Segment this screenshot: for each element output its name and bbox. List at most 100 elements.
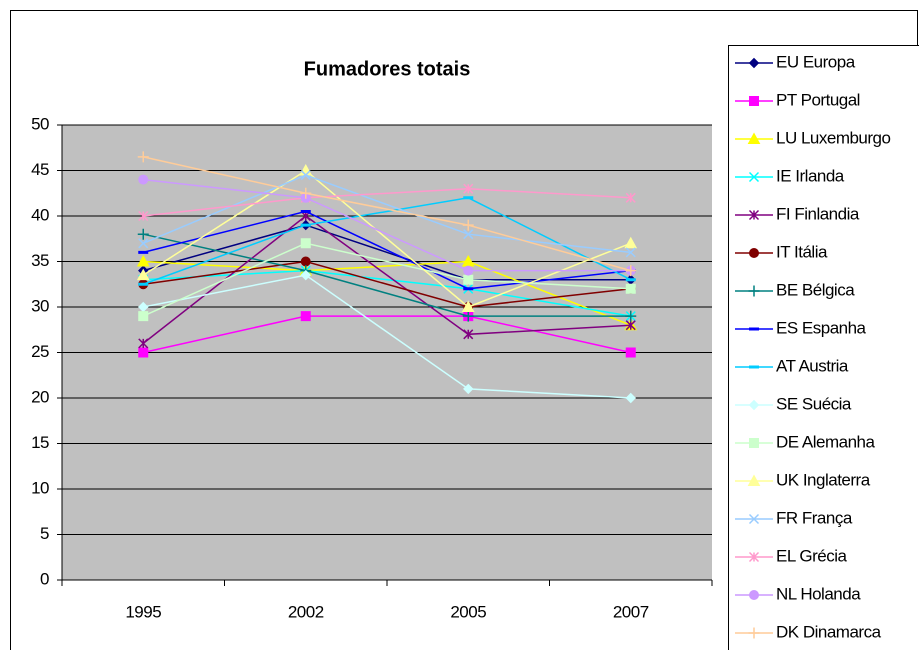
legend-marker [748, 513, 760, 525]
legend-marker [748, 209, 760, 221]
series-line [143, 156, 631, 272]
data-point [138, 174, 149, 185]
series-line [143, 274, 631, 399]
legend-label: DK Dinamarca [776, 622, 882, 641]
data-point [625, 265, 637, 277]
legend-marker [749, 365, 759, 369]
data-point [463, 287, 474, 291]
series-line [143, 210, 631, 290]
legend-label: NL Holanda [776, 584, 861, 603]
legend-marker [748, 551, 760, 563]
y-tick-label: 25 [31, 342, 49, 361]
data-point [463, 329, 474, 340]
series-line [143, 187, 631, 217]
series-line [142, 174, 631, 254]
legend-marker [748, 285, 760, 297]
legend-label: BE Bélgica [776, 280, 855, 299]
data-point [300, 269, 311, 281]
series-line [143, 178, 631, 272]
data-point [300, 256, 311, 267]
data-point [137, 228, 149, 240]
legend-label: DE Alemanha [776, 432, 875, 451]
legend-marker [748, 590, 760, 600]
data-point [625, 283, 636, 294]
data-point [462, 310, 474, 322]
y-tick-label: 35 [31, 251, 49, 270]
data-point [625, 392, 636, 404]
data-point [300, 187, 312, 199]
data-point [300, 223, 311, 227]
y-tick-label: 30 [31, 296, 49, 315]
legend-label: EL Grécia [776, 546, 848, 565]
data-point [300, 238, 311, 249]
legend-marker [749, 96, 759, 106]
y-tick-label: 0 [40, 569, 49, 588]
data-point [461, 300, 475, 312]
data-point [625, 310, 637, 322]
x-tick-label: 2007 [613, 602, 649, 621]
legend-marker [748, 57, 760, 69]
legend-label: ES Espanha [776, 318, 867, 337]
legend-label: EU Europa [776, 52, 856, 71]
legend-label: FI Finlandia [776, 204, 860, 223]
legend-label: SE Suécia [776, 394, 852, 413]
legend-marker [749, 438, 759, 448]
data-point [137, 151, 149, 163]
data-point [625, 192, 636, 203]
data-point [625, 278, 636, 282]
y-tick-label: 5 [40, 524, 49, 543]
y-tick-label: 45 [31, 160, 49, 179]
data-point [300, 311, 311, 322]
data-point [138, 238, 149, 249]
data-point [138, 347, 149, 358]
data-point [463, 265, 474, 276]
y-tick-label: 40 [31, 205, 49, 224]
y-tick-label: 20 [31, 387, 49, 406]
legend-label: AT Austria [776, 356, 849, 375]
y-tick-label: 50 [31, 114, 49, 133]
data-point [463, 183, 474, 194]
series-line [143, 233, 631, 317]
data-point [136, 254, 150, 267]
series-line [142, 197, 632, 285]
legend-marker [748, 399, 760, 411]
data-point [625, 347, 636, 358]
legend-label: UK Inglaterra [776, 470, 871, 489]
legend-marker [748, 248, 760, 258]
series-line [143, 260, 632, 326]
data-point [462, 219, 474, 231]
data-point [138, 250, 149, 254]
series-line [142, 169, 632, 308]
data-point [463, 274, 474, 285]
series-line [143, 260, 631, 308]
data-point [463, 196, 474, 200]
x-tick-label: 2005 [450, 602, 486, 621]
legend-box [728, 45, 919, 650]
chart-title: Fumadores totais [304, 58, 471, 80]
legend-label: PT Portugal [776, 90, 860, 109]
data-point [138, 311, 149, 322]
legend-marker [748, 171, 760, 183]
series-line [142, 242, 631, 317]
data-point [625, 320, 636, 331]
data-point [624, 236, 638, 249]
data-point [300, 209, 311, 213]
legend-marker [747, 474, 761, 486]
legend-marker [749, 327, 759, 331]
legend-label: LU Luxemburgo [776, 128, 891, 147]
data-point [138, 282, 149, 286]
y-tick-label: 15 [31, 433, 49, 452]
legend-label: IT Itália [776, 242, 828, 261]
legend-label: IE Irlanda [776, 166, 845, 185]
x-tick-label: 1995 [125, 602, 161, 621]
series-line [143, 269, 631, 317]
legend-marker [747, 132, 761, 144]
data-point [463, 383, 474, 395]
data-point [138, 210, 149, 222]
data-point [136, 268, 150, 281]
data-point [463, 229, 474, 240]
legend-marker [748, 627, 760, 639]
y-tick-label: 10 [31, 478, 49, 497]
x-tick-label: 2002 [288, 602, 324, 621]
